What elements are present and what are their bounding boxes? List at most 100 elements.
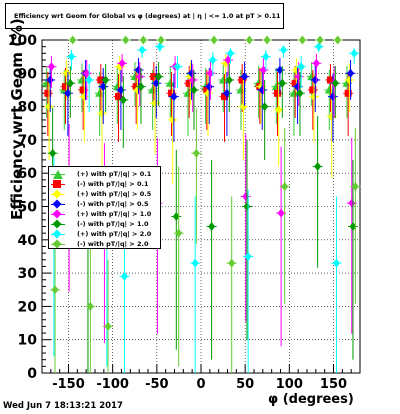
data-point [348,198,356,208]
x-tick-label: -100 [96,377,129,392]
data-point [205,82,213,92]
legend-marker [53,170,63,179]
data-point [277,208,285,218]
legend-entry: (-) with pT/|q| > 0.5 [51,199,161,209]
data-point [294,82,302,92]
legend-marker [53,180,61,188]
y-tick-label: 80 [18,100,38,116]
data-point [64,88,72,98]
legend-entry: (+) with pT/|q| > 0.5 [51,189,161,199]
y-tick-label: 100 [8,33,37,49]
data-point [295,72,303,82]
data-point [155,72,163,82]
data-point [191,258,199,268]
data-point [68,52,75,62]
legend-label: (-) with pT/|q| > 0.1 [77,180,149,188]
data-point [188,68,196,78]
data-point [345,75,353,85]
data-point [209,55,217,65]
data-point [289,88,299,97]
data-point [311,75,319,85]
legend-label: (-) with pT/|q| > 0.5 [77,200,149,208]
legend-marker [52,209,62,219]
y-tick-label: 10 [18,333,38,349]
data-point [63,68,71,78]
data-point [333,258,340,268]
legend: (+) with pT/|q| > 0.1 (-) with pT/|q| > 0… [48,166,161,249]
data-point [328,112,336,122]
legend-entry: (-) with pT/|q| > 0.1 [51,179,161,189]
data-point [174,62,181,72]
data-point [334,35,342,45]
data-point [165,78,175,87]
data-point [261,102,269,112]
data-point [344,89,352,97]
data-point [291,79,299,87]
data-point [223,88,231,98]
data-point [119,95,127,105]
data-point [152,78,160,88]
data-point [137,82,145,92]
data-point [44,89,52,97]
data-point [244,251,252,261]
y-tick-label: 90 [18,66,38,82]
data-point [262,52,270,62]
data-point [170,92,178,102]
legend-label: (+) with pT/|q| > 0.1 [77,170,152,178]
legend-label: (-) with pT/|q| > 2.0 [77,240,149,248]
data-point [169,115,177,125]
data-point [281,182,289,192]
data-point [139,35,147,45]
legend-entry: (-) with pT/|q| > 2.0 [51,239,161,249]
data-point [243,202,251,211]
data-point [47,62,55,72]
legend-entry: (+) with pT/|q| > 0.1 [51,169,161,179]
data-point [228,258,236,268]
data-point [239,102,247,112]
data-point [204,88,212,98]
data-point [206,68,214,78]
data-point [278,78,286,88]
data-point [312,58,320,68]
data-point [62,83,69,91]
y-tick-label: 20 [18,299,38,315]
legend-marker [52,199,62,209]
data-point [275,105,283,115]
y-tick-label: 40 [18,233,38,249]
data-point [203,86,211,94]
data-point [245,35,253,45]
data-point [263,35,271,45]
data-point [349,221,357,231]
data-point [189,75,197,85]
data-point [102,75,110,85]
data-point [292,65,300,75]
data-point [98,108,106,118]
y-tick-label: 60 [18,166,38,182]
data-point [83,68,91,78]
data-point [259,65,267,75]
y-axis-label: Efficiency wrt Geom (%) [8,18,26,220]
data-point [86,301,94,311]
data-point [99,82,107,92]
data-point [280,45,287,55]
data-point [331,78,339,88]
data-point [85,75,93,85]
data-point [80,92,88,102]
data-point [138,45,146,55]
chart-title-box: Efficiency wrt Geom for Global vs φ (deg… [5,3,284,29]
x-tick-label: -50 [145,377,169,392]
legend-marker [52,229,62,239]
data-point [104,321,112,331]
data-point [314,162,322,172]
data-point [310,92,318,102]
data-point [115,93,122,101]
y-tick-label: 30 [18,266,38,282]
data-point [192,148,200,158]
data-point [276,65,284,75]
legend-label: (+) with pT/|q| > 1.0 [77,210,152,218]
data-point [224,55,232,65]
data-point [136,72,144,82]
data-point [51,285,59,295]
data-point [122,35,130,45]
x-tick-label: 100 [276,377,303,392]
